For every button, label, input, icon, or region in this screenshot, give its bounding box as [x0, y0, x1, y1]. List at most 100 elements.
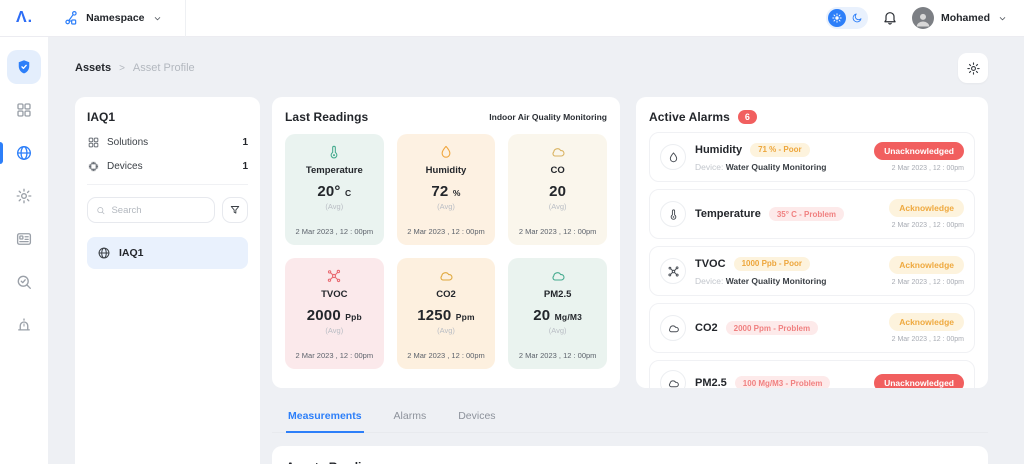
alarm-row-pm25: PM2.5 100 Mg/M3 - Problem Unacknowledged	[649, 360, 975, 388]
alarm-reading-pill: 35° C - Problem	[768, 207, 845, 221]
droplet-icon	[438, 144, 454, 160]
chevron-down-icon	[152, 13, 163, 24]
globe-icon	[97, 246, 111, 260]
unacknowledged-button[interactable]: Unacknowledged	[874, 374, 964, 388]
reading-name: CO	[550, 165, 565, 176]
solutions-label: Solutions	[107, 137, 149, 148]
alarm-reading-pill: 100 Mg/M3 - Problem	[734, 376, 831, 388]
monitoring-type-label: Indoor Air Quality Monitoring	[489, 112, 607, 122]
avg-label: (Avg)	[548, 326, 567, 335]
search-box[interactable]	[87, 197, 215, 223]
alarm-row-humidity: Humidity 71 % - Poor Device: Water Quali…	[649, 132, 975, 182]
reading-name: TVOC	[321, 289, 348, 300]
thermometer-icon	[660, 201, 686, 227]
globe-assets-icon	[15, 144, 33, 162]
search-input[interactable]	[111, 204, 206, 216]
sidebar-item-settings[interactable]	[7, 179, 41, 213]
devices-chip-icon	[87, 160, 100, 173]
namespace-dropdown[interactable]: Namespace	[63, 10, 162, 26]
light-mode-button[interactable]	[827, 9, 846, 27]
theme-toggle[interactable]	[825, 7, 868, 29]
divider	[87, 184, 248, 185]
active-indicator	[0, 142, 3, 164]
alarm-reading-pill: 71 % - Poor	[750, 142, 810, 157]
reading-value: 2000 Ppb	[306, 307, 362, 324]
settings-gear-icon	[15, 187, 33, 205]
top-bar: Λ. Namespace Mohamed	[0, 0, 1024, 37]
alarm-name: Temperature	[695, 208, 761, 220]
molecule-icon	[326, 268, 342, 284]
filter-button[interactable]	[222, 197, 248, 223]
alarm-row-tvoc: TVOC 1000 Ppb - Poor Device: Water Quali…	[649, 246, 975, 296]
device-label: Device:	[695, 275, 724, 286]
breadcrumb-separator: >	[119, 62, 125, 74]
alarm-row-temperature: Temperature 35° C - Problem Acknowledge …	[649, 189, 975, 239]
sun-icon	[831, 12, 843, 24]
tab-alarms[interactable]: Alarms	[393, 410, 427, 422]
solutions-count: 1	[242, 137, 248, 148]
alarm-name: CO2	[695, 322, 718, 334]
devices-stat: Devices 1	[87, 160, 248, 173]
reading-name: Temperature	[305, 165, 363, 176]
molecule-icon	[660, 258, 686, 284]
alarm-count-badge: 6	[737, 110, 757, 124]
assets-readings-panel: Assets Readings	[272, 446, 988, 464]
unacknowledged-button[interactable]: Unacknowledged	[874, 142, 964, 160]
acknowledge-button[interactable]: Acknowledge	[889, 199, 964, 217]
device-label: Device:	[695, 161, 724, 172]
avatar	[911, 7, 934, 29]
gear-icon	[966, 61, 981, 76]
left-nav-rail	[0, 37, 48, 464]
acknowledge-button[interactable]: Acknowledge	[889, 313, 964, 331]
sidebar-item-audit[interactable]	[7, 265, 41, 299]
dark-mode-button[interactable]	[848, 9, 866, 27]
reading-value: 72 %	[431, 183, 461, 200]
sidebar-item-assets[interactable]	[0, 136, 41, 170]
cloud-icon	[550, 268, 566, 284]
reading-card-humidity: Humidity 72 % (Avg) 2 Mar 2023 , 12 : 00…	[396, 134, 496, 245]
shield-icon	[15, 58, 33, 76]
alarm-reading-pill: 1000 Ppb - Poor	[733, 256, 811, 271]
chevron-down-icon	[997, 13, 1008, 24]
cloud-icon	[550, 144, 566, 160]
reading-card-co: CO 20 (Avg) 2 Mar 2023 , 12 : 00pm	[508, 134, 607, 245]
thermometer-icon	[326, 144, 342, 160]
tree-item-label: IAQ1	[119, 247, 144, 259]
sidebar-item-shield[interactable]	[7, 50, 41, 84]
tree-item-iaq1[interactable]: IAQ1	[87, 237, 248, 269]
device-list-icon	[15, 230, 33, 248]
main-content: Assets > Asset Profile IAQ1 Solutions 1 …	[48, 37, 1024, 464]
namespace-hierarchy-icon	[63, 10, 79, 26]
avg-label: (Avg)	[437, 326, 455, 335]
reading-name: Humidity	[425, 165, 467, 176]
breadcrumb-assets[interactable]: Assets	[75, 62, 112, 74]
reading-value: 20 Mg/M3	[533, 307, 583, 324]
bell-icon[interactable]	[882, 10, 898, 26]
user-menu[interactable]: Mohamed	[911, 7, 1008, 29]
reading-value: 20° C	[317, 183, 352, 200]
alarm-timestamp: 2 Mar 2023 , 12 : 00pm	[891, 165, 964, 172]
active-alarms-panel: Active Alarms 6 Humidity 71 % - Poor Dev…	[636, 97, 988, 388]
reading-timestamp: 2 Mar 2023 , 12 : 00pm	[295, 227, 374, 236]
page-settings-button[interactable]	[958, 53, 988, 83]
reading-value: 20	[549, 183, 567, 200]
cloud-icon	[660, 315, 686, 341]
avg-label: (Avg)	[548, 202, 567, 211]
breadcrumb-asset-profile: Asset Profile	[132, 62, 195, 74]
cloud-icon	[438, 268, 454, 284]
solutions-stat: Solutions 1	[87, 136, 248, 149]
acknowledge-button[interactable]: Acknowledge	[889, 256, 964, 274]
sidebar-item-alarms[interactable]	[7, 308, 41, 342]
assets-readings-title: Assets Readings	[286, 460, 974, 464]
sidebar-item-devices[interactable]	[7, 222, 41, 256]
moon-icon	[851, 12, 863, 24]
sidebar-item-dashboard[interactable]	[7, 93, 41, 127]
asset-tree-panel: IAQ1 Solutions 1 Devices 1 I	[75, 97, 260, 464]
detail-tabs: Measurements Alarms Devices	[272, 406, 988, 433]
droplet-icon	[660, 144, 686, 170]
alarm-timestamp: 2 Mar 2023 , 12 : 00pm	[891, 279, 964, 286]
tab-devices[interactable]: Devices	[458, 410, 496, 422]
devices-count: 1	[242, 161, 248, 172]
tab-measurements[interactable]: Measurements	[286, 406, 364, 433]
cloud-icon	[660, 370, 686, 388]
